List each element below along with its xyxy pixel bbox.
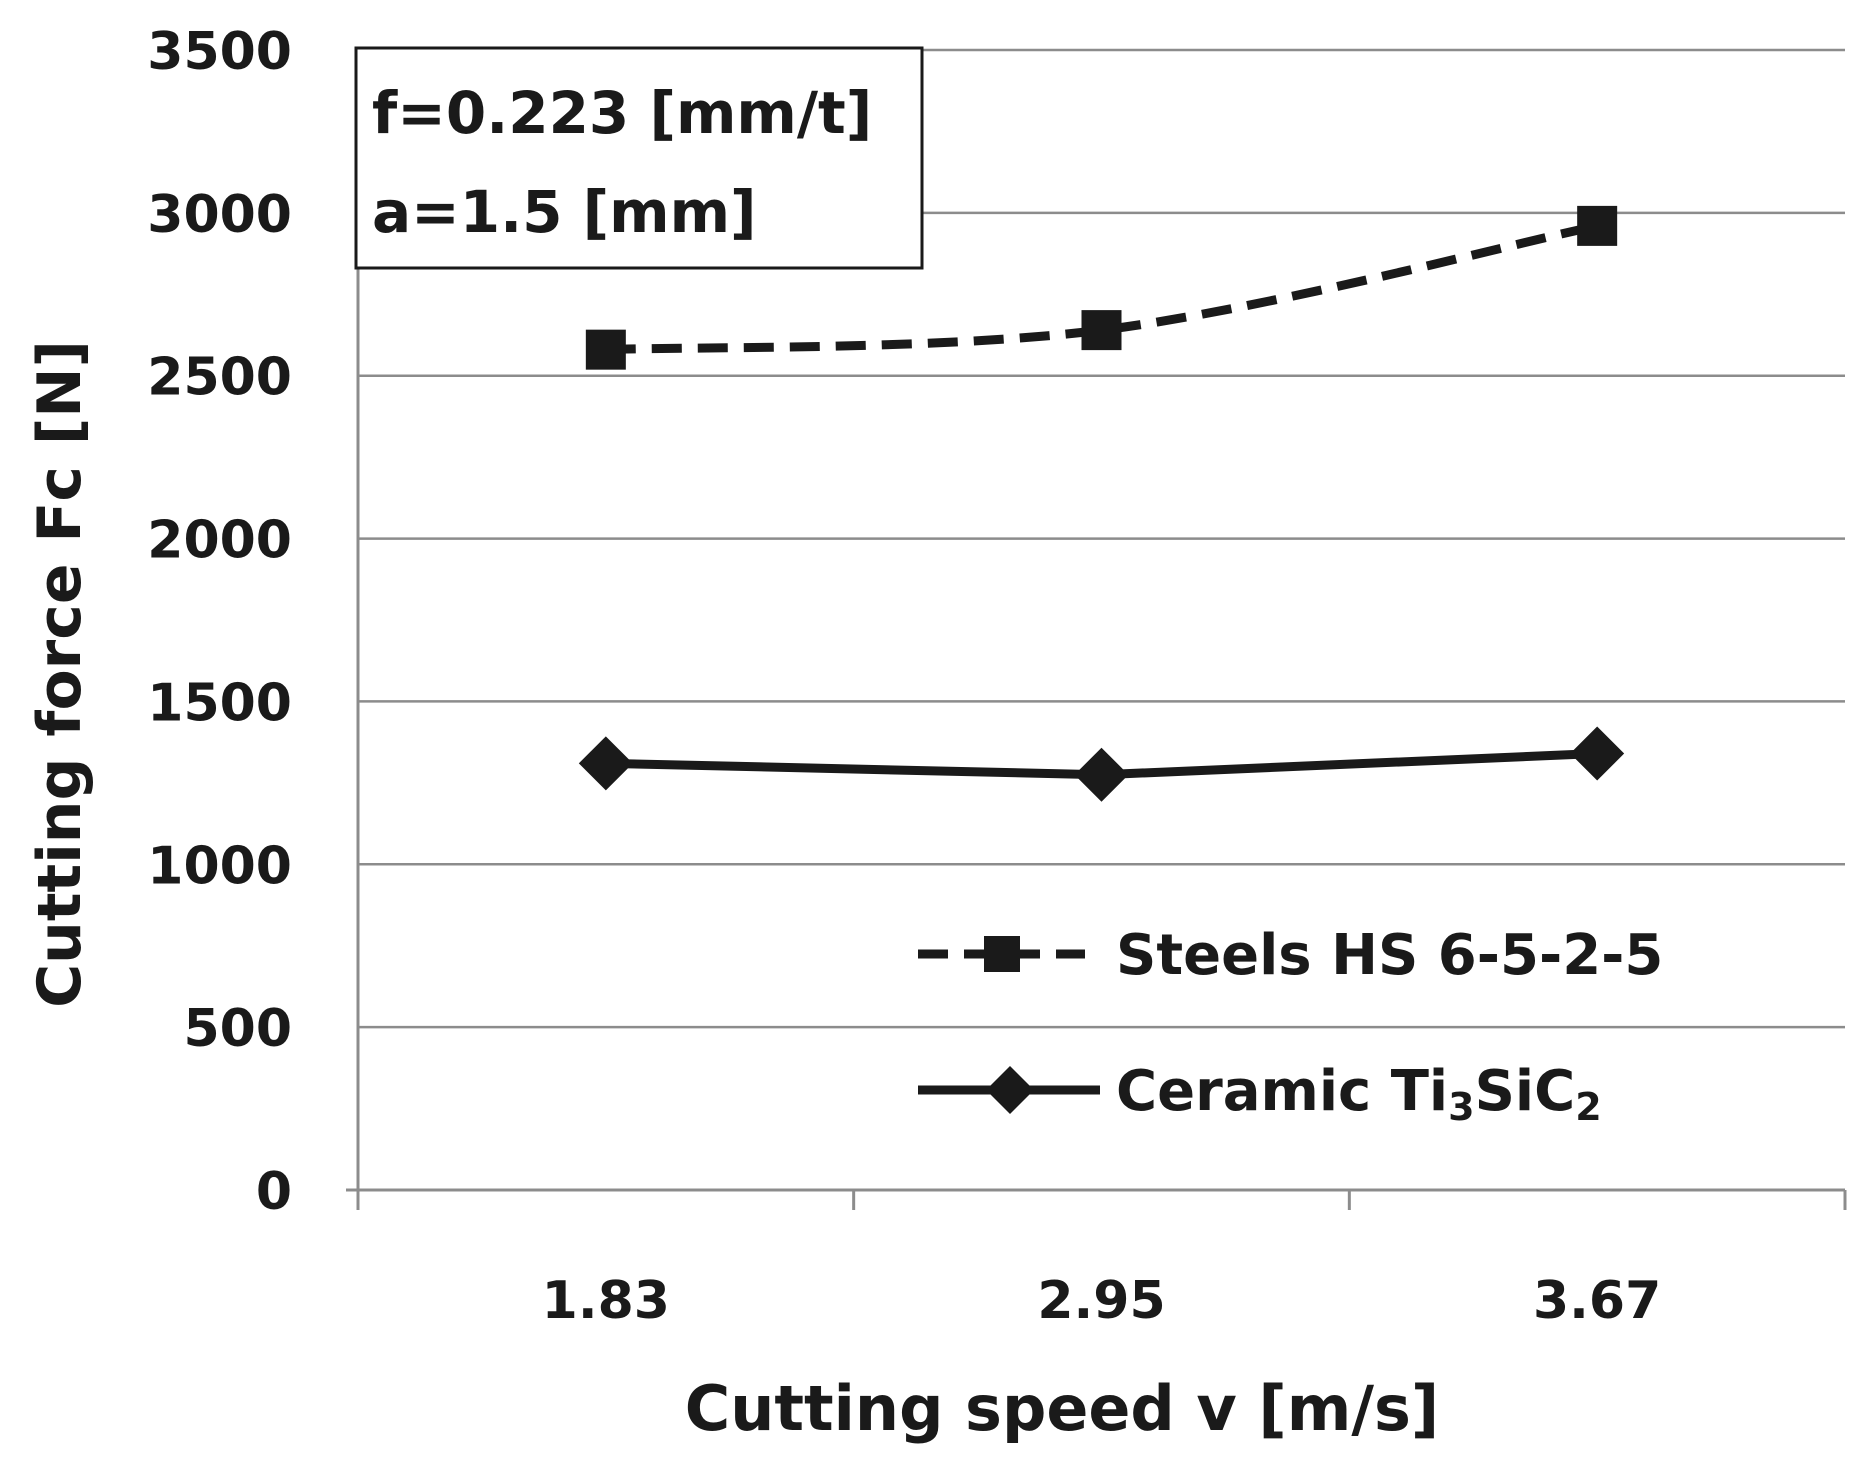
series-layer: [578, 205, 1625, 802]
annotation-feed: f=0.223 [mm/t]: [372, 79, 872, 147]
legend-ceramic-mid: SiC: [1475, 1059, 1576, 1124]
annotation-depth: a=1.5 [mm]: [372, 178, 757, 246]
legend-ceramic-sub1: 3: [1448, 1085, 1474, 1129]
x-axis-title: Cutting speed v [m/s]: [685, 1372, 1439, 1445]
y-tick-labels: 0 500 1000 1500 2000 2500 3000 3500: [147, 22, 292, 1222]
legend-ceramic-main: Ceramic Ti: [1116, 1059, 1448, 1124]
series-1-point-1: [1074, 747, 1129, 802]
annotation-box: [354, 46, 924, 270]
y-axis-title: Cutting force Fc [N]: [25, 340, 95, 1008]
legend-ceramic-label: Ceramic Ti3SiC2: [1116, 1059, 1602, 1129]
series-0-point-1: [1081, 310, 1122, 351]
series-0-point-2: [1577, 205, 1618, 246]
y-tick-label-1500: 1500: [147, 673, 292, 733]
x-axis: 1.83 2.95 3.67: [346, 50, 1847, 1331]
series-0-point-0: [585, 329, 626, 370]
series-line-0: [605, 221, 1599, 355]
legend-steels-marker: [984, 936, 1020, 972]
y-tick-label-3500: 3500: [147, 22, 292, 82]
x-tick-label-1.83: 1.83: [542, 1271, 670, 1331]
series-1-point-0: [578, 736, 633, 791]
series-1-point-2: [1570, 726, 1625, 781]
x-tick-label-2.95: 2.95: [1037, 1271, 1165, 1331]
legend-ceramic-sub2: 2: [1575, 1085, 1601, 1129]
y-tick-label-1000: 1000: [147, 836, 292, 896]
legend: Steels HS 6-5-2-5 Ceramic Ti3SiC2: [918, 923, 1663, 1129]
y-tick-label-3000: 3000: [147, 185, 292, 245]
legend-steels-label: Steels HS 6-5-2-5: [1116, 923, 1663, 988]
legend-ceramic-marker: [986, 1066, 1034, 1114]
x-tick-label-3.67: 3.67: [1533, 1271, 1661, 1331]
y-tick-label-2000: 2000: [147, 511, 292, 571]
y-tick-label-500: 500: [183, 999, 292, 1059]
y-tick-label-2500: 2500: [147, 348, 292, 408]
y-tick-label-0: 0: [256, 1162, 292, 1222]
